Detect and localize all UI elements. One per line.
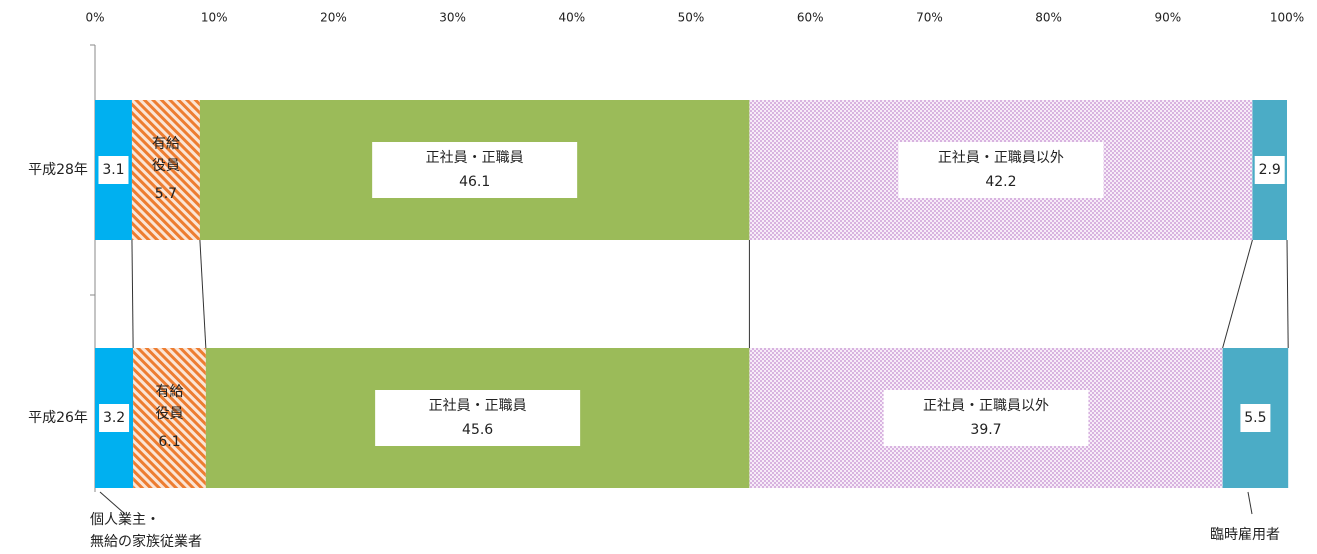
connector-line	[1286, 239, 1289, 349]
series-label: 有給役員	[152, 136, 180, 174]
series-label: 正社員・正職員	[429, 398, 527, 414]
label-box	[99, 404, 130, 432]
label-box	[372, 142, 578, 198]
data-label: 45.6	[462, 422, 493, 438]
data-label: 3.2	[103, 410, 125, 426]
category-label: 平成26年	[28, 410, 88, 426]
category-label: 平成28年	[28, 162, 88, 178]
data-label: 46.1	[459, 174, 490, 190]
series-label: 有給役員	[156, 384, 184, 422]
series-label: 正社員・正職員以外	[923, 398, 1049, 414]
data-label: 3.1	[102, 162, 124, 178]
connector-line	[199, 239, 207, 349]
label-box	[375, 390, 581, 446]
callout-label: 臨時雇用者	[1210, 526, 1280, 543]
bar-segment	[133, 348, 206, 488]
callout-line	[99, 491, 126, 515]
label-box	[98, 156, 129, 184]
bar-segment	[131, 100, 200, 240]
label-box	[898, 142, 1104, 198]
data-label: 2.9	[1259, 162, 1281, 178]
series-label: 正社員・正職員	[426, 150, 524, 166]
label-box	[883, 390, 1089, 446]
x-tick-label: 80%	[1035, 11, 1062, 25]
x-tick-label: 70%	[916, 11, 943, 25]
x-tick-label: 10%	[201, 11, 228, 25]
x-tick-label: 40%	[558, 11, 585, 25]
data-label: 5.5	[1244, 410, 1266, 426]
callout-label: 個人業主・無給の家族従業者	[90, 512, 202, 550]
data-label: 39.7	[970, 422, 1001, 438]
callout-line	[1247, 491, 1253, 515]
data-label: 5.7	[155, 186, 177, 202]
series-label: 正社員・正職員以外	[938, 150, 1064, 166]
x-tick-label: 20%	[320, 11, 347, 25]
x-tick-label: 30%	[439, 11, 466, 25]
connector-line	[1222, 239, 1253, 349]
label-box	[1240, 404, 1271, 432]
x-tick-label: 50%	[678, 11, 705, 25]
connector-line	[131, 239, 134, 349]
x-tick-label: 0%	[85, 11, 104, 25]
label-box	[1254, 156, 1285, 184]
x-tick-label: 90%	[1154, 11, 1181, 25]
x-tick-label: 100%	[1270, 11, 1304, 25]
data-label: 42.2	[985, 174, 1016, 190]
x-tick-label: 60%	[797, 11, 824, 25]
data-label: 6.1	[158, 434, 180, 450]
